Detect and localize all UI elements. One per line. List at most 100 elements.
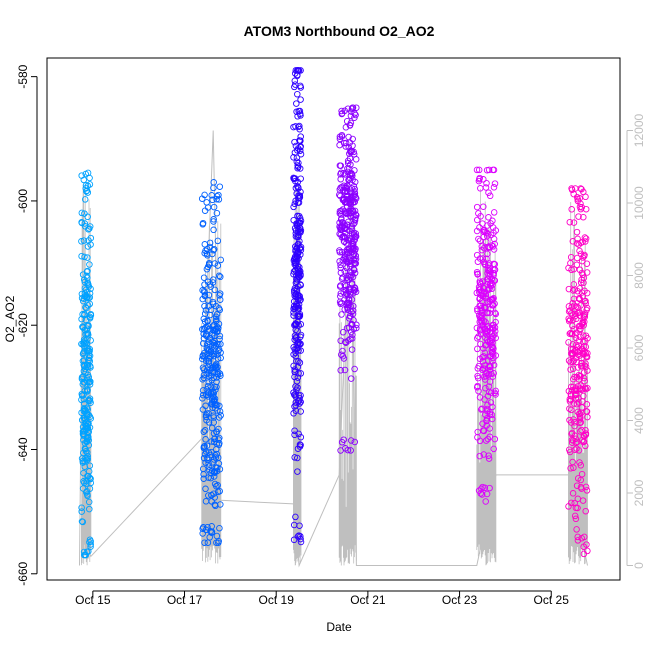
data-point: [339, 328, 347, 336]
data-point: [81, 253, 88, 261]
data-point: [205, 261, 213, 268]
data-point: [346, 312, 354, 320]
x-tick-label: Oct 15: [75, 593, 111, 607]
data-point: [482, 411, 489, 418]
data-point: [200, 274, 208, 281]
data-point: [482, 372, 490, 380]
data-point: [291, 431, 298, 439]
data-point: [201, 292, 209, 299]
data-point: [479, 220, 486, 227]
data-point: [290, 203, 297, 211]
data-point: [475, 177, 483, 185]
data-point: [82, 419, 90, 426]
plot-area: [46, 57, 621, 581]
data-point: [340, 289, 347, 296]
data-point: [485, 189, 492, 196]
data-point: [474, 428, 481, 436]
data-point: [492, 318, 499, 326]
data-point: [476, 355, 484, 363]
data-point: [336, 230, 343, 238]
data-point: [84, 432, 91, 439]
data-point: [574, 304, 582, 311]
data-point: [337, 367, 344, 374]
data-point: [485, 452, 492, 459]
data-point: [214, 237, 222, 245]
data-point: [576, 295, 584, 303]
data-point: [481, 349, 488, 356]
data-point: [216, 370, 224, 377]
data-point: [85, 441, 93, 449]
data-point: [79, 341, 87, 348]
data-point: [294, 113, 301, 120]
data-point: [205, 474, 212, 481]
x-axis: Oct 15 Oct 17 Oct 19 Oct 21 Oct 23 Oct 25: [75, 590, 570, 607]
data-point: [199, 395, 206, 402]
data-point: [484, 275, 492, 283]
data-point: [482, 384, 489, 392]
data-point: [580, 550, 588, 558]
y2-tick-label: 2000: [632, 479, 646, 506]
data-point: [568, 206, 575, 213]
data-point: [492, 310, 500, 318]
data-point: [573, 445, 580, 452]
data-point: [199, 387, 207, 394]
data-point: [336, 298, 344, 306]
data-point: [488, 343, 496, 351]
data-point: [294, 397, 302, 405]
data-point: [295, 227, 302, 235]
data-point: [580, 279, 587, 287]
data-point: [214, 327, 221, 334]
data-point: [201, 442, 208, 450]
data-point: [348, 225, 355, 232]
data-point: [480, 451, 488, 458]
data-point: [291, 332, 299, 339]
data-point: [579, 238, 586, 246]
data-point: [201, 191, 208, 199]
data-point: [352, 260, 360, 267]
data-point: [481, 261, 489, 269]
data-point: [474, 374, 482, 382]
data-point: [566, 330, 574, 337]
data-point: [349, 241, 357, 248]
data-point: [292, 233, 300, 240]
data-point: [215, 539, 222, 546]
data-point: [477, 286, 484, 293]
data-point: [475, 210, 482, 217]
data-point: [212, 502, 219, 510]
data-point: [336, 133, 344, 140]
data-point: [480, 176, 487, 183]
data-point: [78, 172, 85, 179]
data-point: [297, 112, 304, 119]
data-point: [296, 125, 303, 133]
data-point: [582, 442, 589, 450]
data-point: [491, 309, 499, 317]
data-point: [294, 384, 301, 391]
data-point: [571, 422, 578, 430]
data-point: [205, 419, 213, 426]
x-tick-label: Oct 25: [534, 593, 570, 607]
data-point: [486, 433, 494, 441]
data-point: [84, 267, 91, 275]
data-point: [293, 154, 301, 162]
data-point: [350, 148, 357, 156]
data-point: [342, 143, 349, 150]
data-point: [575, 213, 582, 220]
data-point: [294, 67, 302, 74]
data-point: [341, 338, 349, 346]
data-point: [293, 357, 300, 365]
data-point: [484, 407, 491, 415]
data-point: [216, 524, 223, 532]
data-point: [578, 485, 585, 492]
data-point: [86, 314, 94, 322]
data-point: [486, 192, 494, 200]
x-tick-label: Oct 19: [259, 593, 295, 607]
data-point: [345, 144, 353, 151]
data-point: [79, 373, 87, 380]
data-point: [492, 334, 499, 342]
data-point: [492, 391, 499, 398]
data-point: [213, 401, 221, 409]
data-point: [484, 322, 492, 330]
data-point: [291, 454, 298, 461]
data-point: [476, 394, 484, 401]
data-point: [293, 221, 300, 229]
